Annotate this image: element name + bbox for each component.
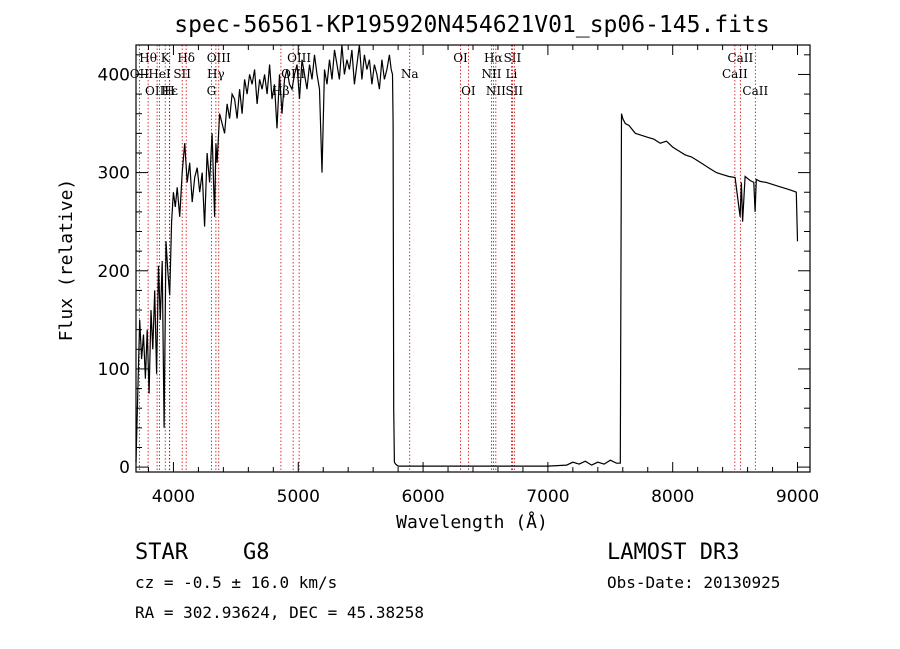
obs-date-text: Obs-Date: 20130925: [607, 573, 781, 592]
x-tick-label: 5000: [277, 487, 320, 507]
spectral-line-label: Hα: [484, 51, 503, 65]
spectral-line-label: G: [207, 84, 217, 98]
x-tick-label: 6000: [401, 487, 444, 507]
spectral-lines: HθOIIOIIIKHeIHεHδSIIHOIIIHγGOIIIOIIIHβNa…: [130, 45, 768, 472]
redshift-text: cz = -0.5 ± 16.0 km/s: [135, 573, 338, 592]
spectral-line-label: Hθ: [139, 51, 157, 65]
spectral-line-label: K: [161, 51, 171, 65]
x-tick-label: 4000: [152, 487, 195, 507]
spectral-line-label: Li: [506, 67, 518, 81]
x-tick-label: 9000: [776, 487, 819, 507]
spectrum-series-line: [135, 44, 799, 467]
spectral-line-label: Hγ: [207, 67, 225, 81]
spectral-line-label: SII: [504, 51, 522, 65]
x-axis-label: Wavelength (Å): [396, 511, 548, 533]
x-tick-label: 7000: [526, 487, 569, 507]
spectral-line-label: SII: [173, 67, 191, 81]
spectral-line-label: NII: [481, 67, 501, 81]
chart-title: spec-56561-KP195920N454621V01_sp06-145.f…: [174, 12, 769, 38]
plot-frame: [135, 44, 811, 473]
spectral-line-label: OI: [453, 51, 468, 65]
spectral-line-label: H: [164, 84, 174, 98]
survey-name: LAMOST DR3: [607, 540, 740, 565]
y-tick-label: 300: [98, 164, 130, 184]
y-tick-label: 100: [98, 360, 130, 380]
spectral-line-label: SII: [505, 84, 523, 98]
y-tick-label: 200: [98, 262, 130, 282]
x-tick-label: 8000: [651, 487, 694, 507]
spectral-line-label: NII: [486, 84, 506, 98]
spectral-line-label: CaII: [727, 51, 753, 65]
spectral-line-label: CaII: [722, 67, 748, 81]
object-subclass: G8: [243, 540, 270, 565]
spectral-line-label: OI: [461, 84, 476, 98]
y-tick-label: 0: [119, 458, 130, 478]
spectral-line-label: OIII: [287, 51, 311, 65]
spectral-line-label: Na: [401, 67, 419, 81]
spectral-line-label: OIII: [207, 51, 231, 65]
spectral-line-label: OIII: [145, 84, 169, 98]
y-tick-label: 400: [98, 65, 130, 85]
object-class: STAR: [135, 540, 188, 565]
spectral-line-label: Hδ: [177, 51, 195, 65]
spectral-line-label: HeI: [148, 67, 171, 81]
spectral-line-label: CaII: [742, 84, 768, 98]
coordinates-text: RA = 302.93624, DEC = 45.38258: [135, 603, 424, 622]
y-axis-label: Flux (relative): [56, 179, 77, 342]
axis-ticks: 4000 5000 6000 7000 8000 9000 0 100 200 300 400: [98, 45, 819, 507]
